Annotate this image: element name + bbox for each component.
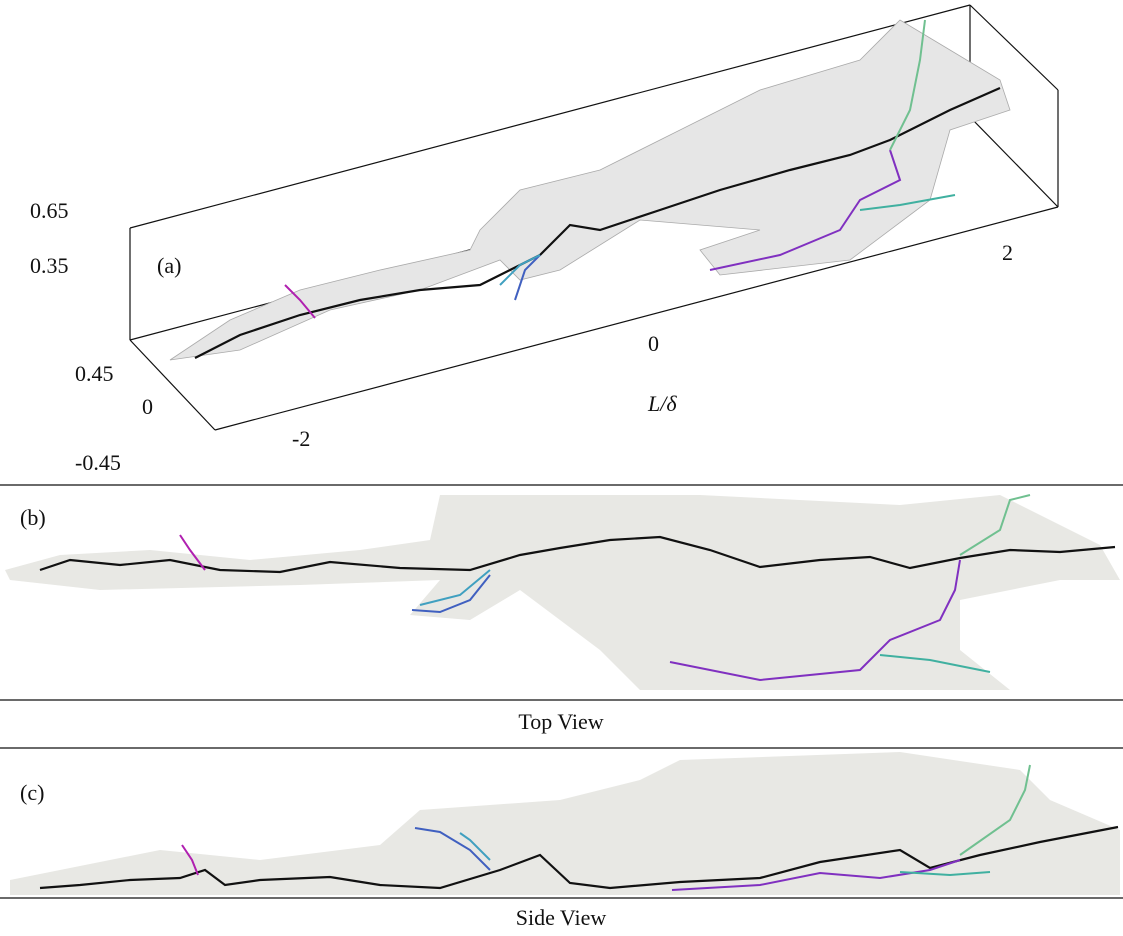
caption: Top View — [518, 709, 603, 734]
trunk — [39, 825, 1119, 890]
branch — [179, 534, 206, 571]
x-tick-label: 0 — [648, 331, 659, 356]
y-tick-label: 0.45 — [75, 361, 114, 386]
projection — [5, 495, 1120, 690]
x-tick-label: 2 — [1002, 240, 1013, 265]
branch — [959, 764, 1031, 856]
branch — [889, 19, 926, 151]
branch — [899, 871, 991, 877]
branch — [514, 254, 541, 301]
panel-c: (c) Side View — [0, 747, 1123, 930]
trunk — [39, 535, 1116, 574]
panel-a: 0.65 0.35 0.45 0 -0.45 -2 0 2 L/δ (a) — [30, 4, 1059, 475]
panel-label: (a) — [157, 253, 181, 278]
projection — [10, 752, 1120, 895]
panel-b: (b) Top View — [0, 484, 1123, 734]
caption: Side View — [516, 905, 607, 930]
x-axis-label: L/δ — [647, 391, 677, 416]
branch — [859, 194, 956, 211]
branch — [959, 494, 1031, 556]
branch — [499, 254, 541, 286]
x-tick-label: -2 — [292, 426, 310, 451]
branch — [414, 827, 491, 871]
box-edge — [969, 116, 1059, 208]
box-edge — [969, 4, 1059, 91]
branch — [419, 569, 491, 606]
box-edge — [214, 206, 1059, 431]
panel-label: (c) — [20, 780, 44, 805]
branch — [709, 149, 902, 271]
trunk — [194, 86, 1001, 359]
branch — [459, 832, 491, 861]
panel-label: (b) — [20, 505, 46, 530]
branch — [411, 574, 491, 614]
z-tick-label: 0.65 — [30, 198, 69, 223]
branch — [284, 284, 316, 319]
branch — [879, 654, 991, 673]
branch — [181, 844, 199, 876]
box-edge — [129, 339, 216, 431]
box-edge — [129, 4, 971, 229]
y-tick-label: 0 — [142, 394, 153, 419]
z-tick-label: 0.35 — [30, 253, 69, 278]
volume — [169, 19, 1011, 361]
branch — [669, 559, 961, 682]
y-tick-label: -0.45 — [75, 450, 121, 475]
branch — [671, 859, 961, 891]
